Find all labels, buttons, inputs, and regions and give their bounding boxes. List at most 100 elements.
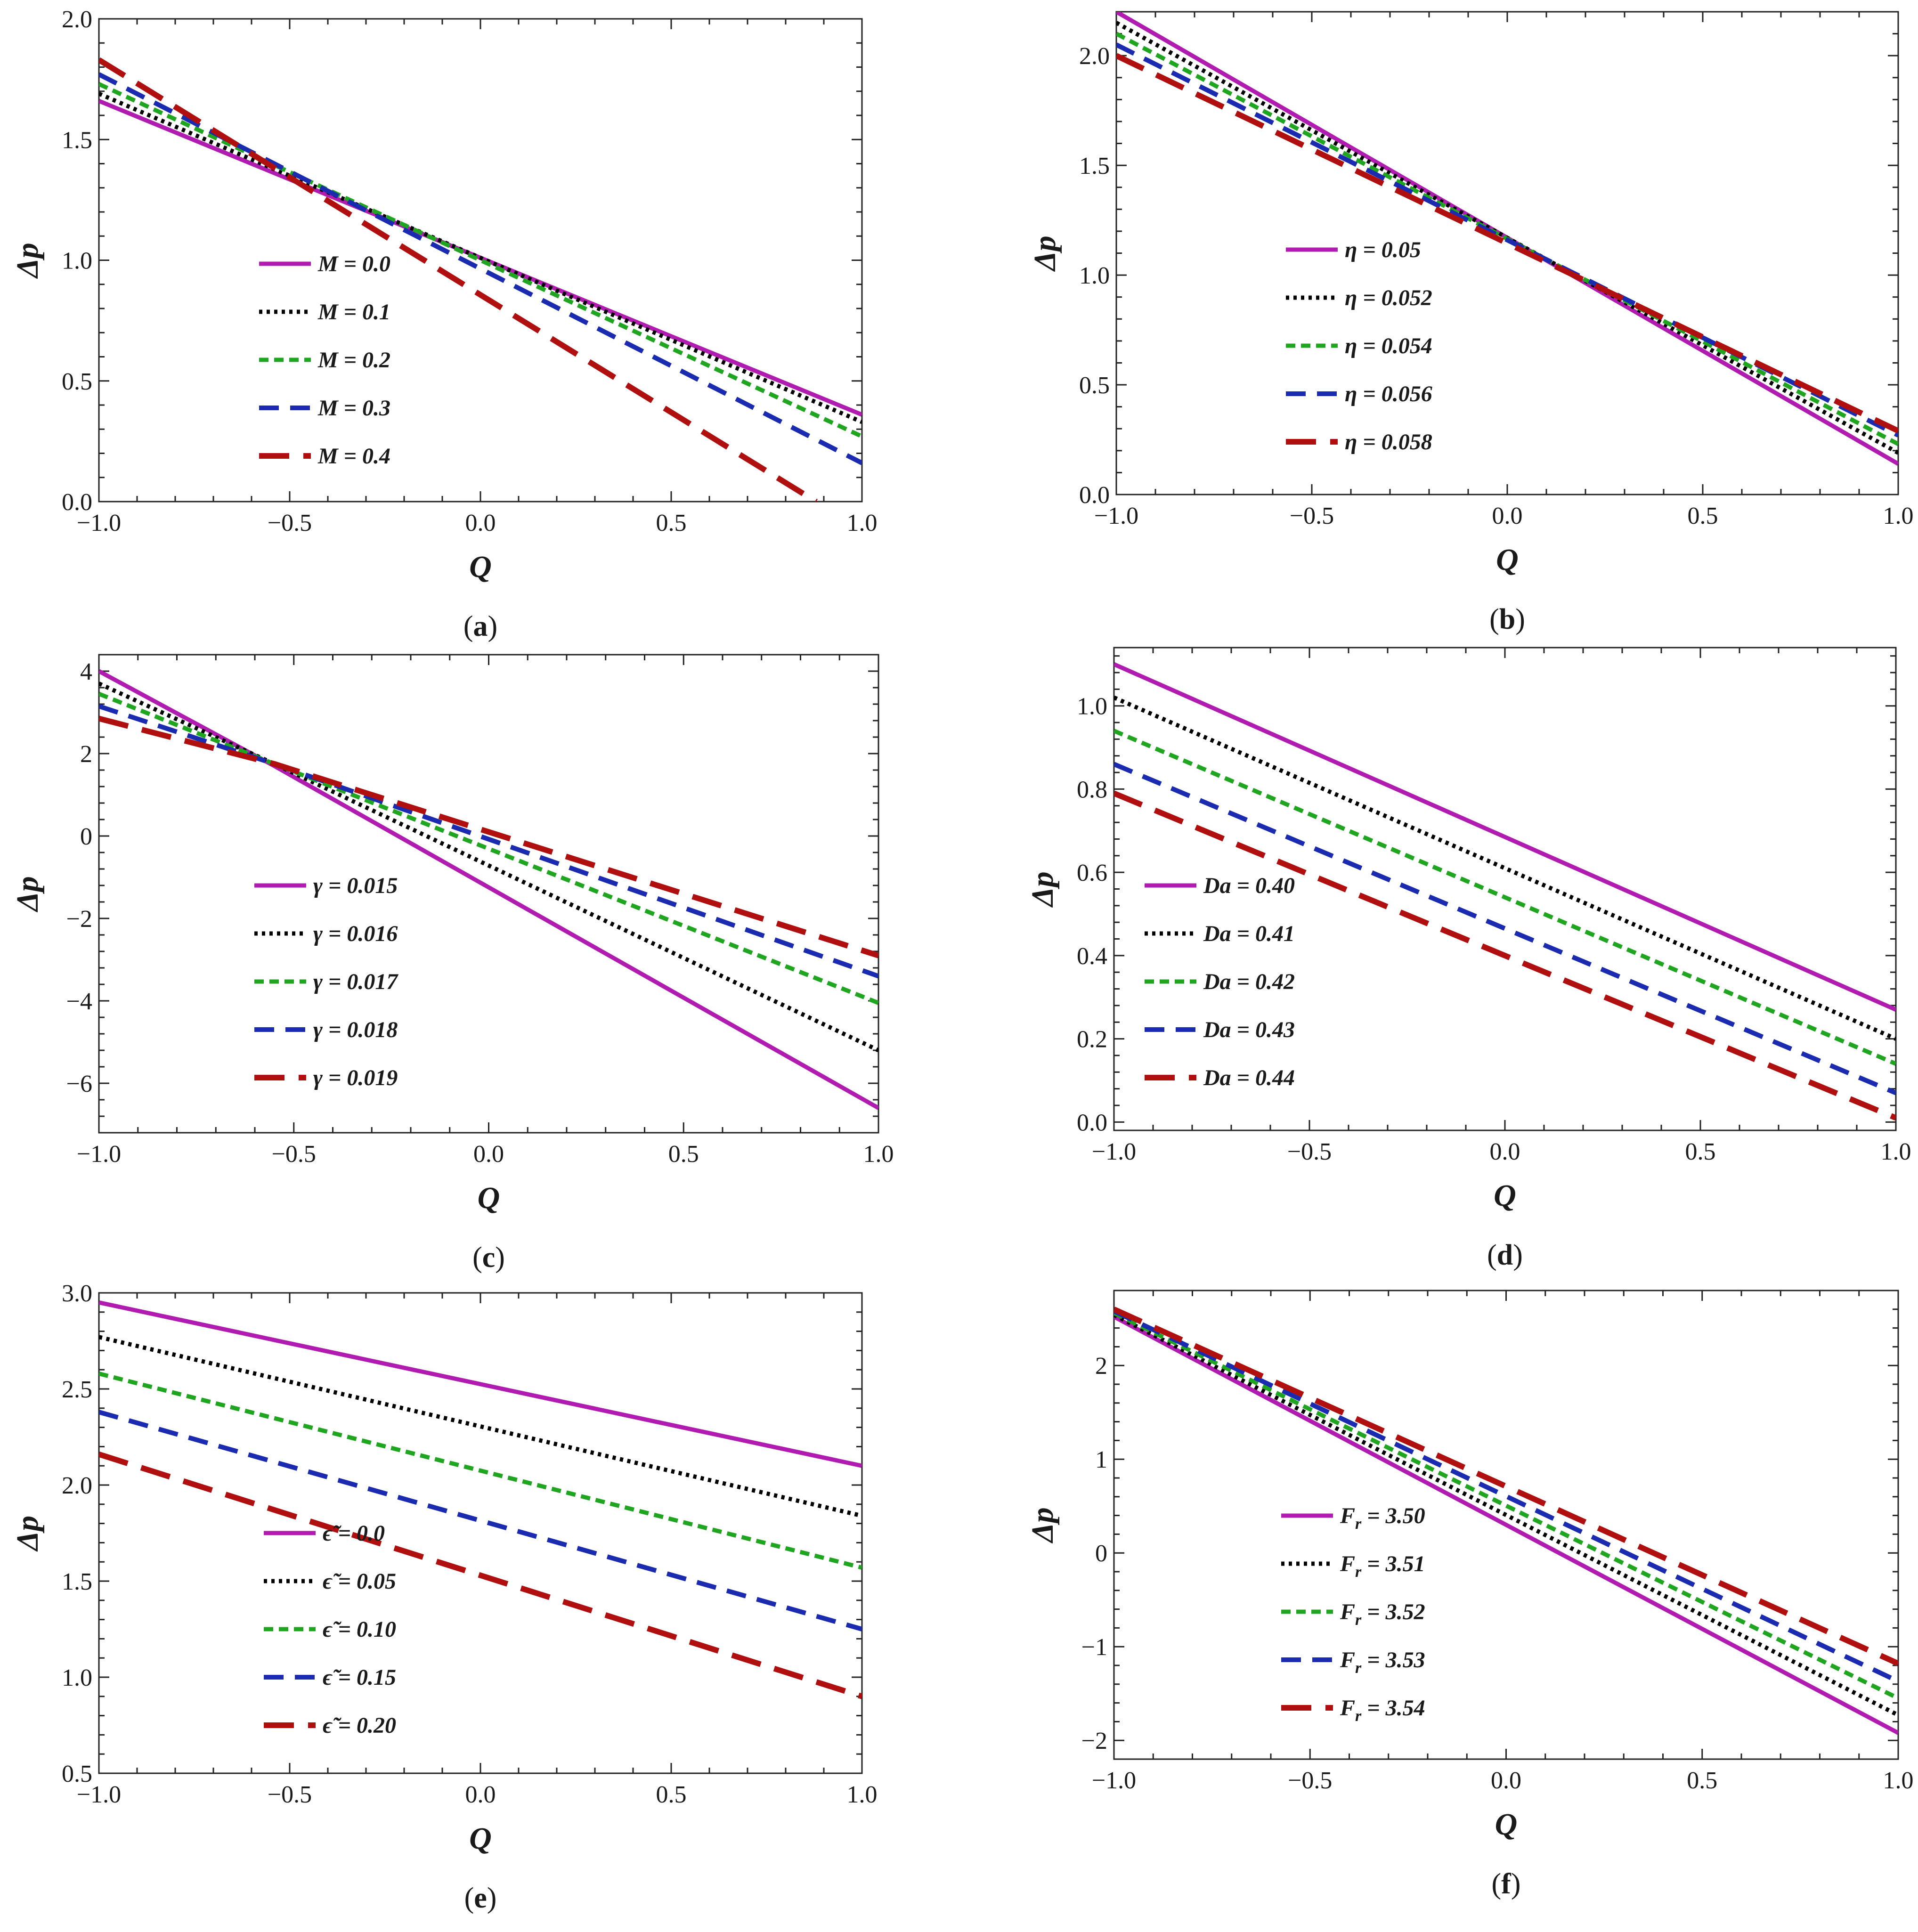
x-tick-label: 1.0	[1883, 1767, 1914, 1794]
series-line-5	[1114, 790, 1896, 1121]
legend-label: η = 0.058	[1345, 430, 1432, 455]
series-line-3	[1114, 1311, 1898, 1700]
y-tick-label: 1.0	[1077, 693, 1107, 720]
y-tick-label: 2	[1095, 1353, 1107, 1380]
legend: Fr = 3.50 Fr = 3.51 Fr = 3.52 Fr = 3.53 Fr =…	[1281, 1503, 1425, 1725]
x-tick-label: 0.0	[473, 1141, 504, 1168]
x-tick-label: 1.0	[1881, 1138, 1911, 1165]
y-tick-label: 1.0	[1079, 262, 1110, 289]
panel-label: (e)	[464, 1882, 497, 1914]
y-axis-title: Δp	[1025, 871, 1060, 908]
y-tick-label: −6	[66, 1071, 92, 1097]
legend-label: Da = 0.42	[1203, 969, 1295, 994]
legend-label: γ = 0.017	[313, 969, 398, 994]
x-tick-label: −0.5	[1287, 1138, 1332, 1165]
x-tick-label: 0.5	[1685, 1138, 1716, 1165]
series-line-5	[1116, 53, 1898, 434]
legend-label: ϵ̃ = 0.0	[323, 1521, 385, 1546]
legend-label: Da = 0.41	[1203, 921, 1295, 946]
y-tick-label: 0.0	[1077, 1109, 1107, 1136]
y-tick-label: 0.6	[1077, 860, 1107, 886]
legend-label: Fr = 3.52	[1340, 1599, 1425, 1629]
panel-c: −1.0 −0.5 0.0 0.5 1.0 −6 −4 −2 0 2 4 Q Δp (c) γ = 0.01…	[10, 654, 894, 1274]
panel-e: −1.0 −0.5 0.0 0.5 1.0 0.5 1.0 1.5 2.0 2.5 3.0 Q Δp (e…	[10, 1280, 878, 1914]
series-line-5	[99, 57, 818, 502]
panel-d: −1.0 −0.5 0.0 0.5 1.0 0.0 0.2 0.4 0.6 0.8 1.0 Q Δp (d…	[1025, 647, 1911, 1271]
y-tick-label: 0.5	[1079, 372, 1110, 399]
series-line-2	[1114, 1313, 1898, 1717]
x-tick-label: −0.5	[1288, 1767, 1332, 1794]
legend-label: M = 0.1	[317, 300, 390, 325]
y-tick-label: 0	[80, 823, 92, 850]
legend-label: η = 0.054	[1345, 333, 1432, 358]
y-axis-title: Δp	[1025, 1507, 1060, 1543]
series-line-2	[99, 1335, 862, 1518]
series-line-1	[1114, 1315, 1898, 1735]
y-tick-label: 2.0	[1079, 43, 1110, 70]
series-line-3	[99, 82, 862, 438]
y-tick-label: 1.5	[62, 1568, 92, 1595]
legend-label: ϵ̃ = 0.15	[323, 1665, 396, 1690]
x-axis-title: Q	[469, 1821, 492, 1856]
y-tick-label: 0.2	[1077, 1026, 1107, 1053]
plot-frame	[98, 654, 879, 1134]
x-axis-title: Q	[1496, 543, 1519, 577]
plot-frame	[98, 18, 863, 503]
y-tick-label: −1	[1081, 1634, 1107, 1661]
legend-label: Fr = 3.54	[1340, 1696, 1425, 1725]
x-tick-label: 0.5	[1687, 1767, 1717, 1794]
y-tick-label: 2.0	[62, 1472, 92, 1499]
x-tick-label: −0.5	[272, 1141, 316, 1168]
x-tick-label: 0.0	[465, 1781, 496, 1808]
legend: η = 0.05 η = 0.052 η = 0.054 η = 0.056 η = 0…	[1286, 237, 1432, 455]
y-tick-label: 0	[1095, 1540, 1107, 1567]
legend-label: M = 0.2	[317, 348, 390, 373]
legend-label: γ = 0.016	[313, 921, 398, 946]
y-tick-label: 0.8	[1077, 776, 1107, 803]
series-line-1	[99, 1300, 862, 1468]
x-tick-label: 0.5	[668, 1141, 699, 1168]
series-line-5	[99, 1451, 862, 1699]
x-tick-label: 0.0	[1490, 1138, 1520, 1165]
legend: γ = 0.015 γ = 0.016 γ = 0.017 γ = 0.018 γ = …	[254, 873, 398, 1090]
legend-label: M = 0.0	[317, 252, 390, 276]
x-tick-label: −0.5	[268, 1781, 312, 1808]
y-tick-label: 1	[1095, 1446, 1107, 1473]
panel-label: (d)	[1487, 1239, 1523, 1271]
y-tick-label: −2	[66, 906, 92, 933]
y-tick-label: 2.5	[62, 1376, 92, 1403]
x-tick-label: 0.0	[465, 510, 496, 536]
series-line-3	[99, 691, 878, 1005]
legend-label: M = 0.3	[317, 396, 390, 421]
legend-label: Fr = 3.51	[1340, 1551, 1425, 1581]
x-tick-label: 0.5	[1688, 503, 1718, 529]
legend-label: Fr = 3.50	[1340, 1503, 1425, 1533]
x-tick-label: 0.5	[656, 1781, 687, 1808]
legend-label: Da = 0.43	[1203, 1017, 1295, 1042]
y-tick-label: 1.0	[62, 248, 92, 275]
y-tick-label: 0.5	[62, 368, 92, 395]
legend-label: Fr = 3.53	[1340, 1648, 1425, 1677]
y-axis-title: Δp	[10, 876, 45, 912]
y-tick-label: 2	[80, 741, 92, 768]
y-axis-title: Δp	[10, 1516, 45, 1552]
legend-label: ϵ̃ = 0.20	[323, 1713, 396, 1738]
y-axis-title: Δp	[1028, 235, 1062, 272]
x-axis-title: Q	[1494, 1178, 1516, 1213]
legend-label: M = 0.4	[317, 444, 390, 469]
series-line-4	[1114, 1309, 1898, 1684]
x-tick-label: −1.0	[77, 1141, 121, 1168]
x-tick-label: −0.5	[1290, 503, 1334, 529]
y-tick-label: 1.5	[62, 127, 92, 154]
series-line-5	[99, 715, 878, 958]
x-tick-label: −0.5	[268, 510, 312, 536]
x-tick-label: −1.0	[77, 1781, 121, 1808]
series-line-1	[1114, 662, 1896, 1012]
y-tick-label: 1.5	[1079, 153, 1110, 179]
series-line-4	[1114, 762, 1896, 1096]
y-tick-label: 3.0	[62, 1280, 92, 1307]
legend: M = 0.0 M = 0.1 M = 0.2 M = 0.3 M = 0.4	[259, 252, 390, 469]
y-tick-label: 1.0	[62, 1664, 92, 1691]
legend-label: Da = 0.44	[1203, 1065, 1295, 1090]
